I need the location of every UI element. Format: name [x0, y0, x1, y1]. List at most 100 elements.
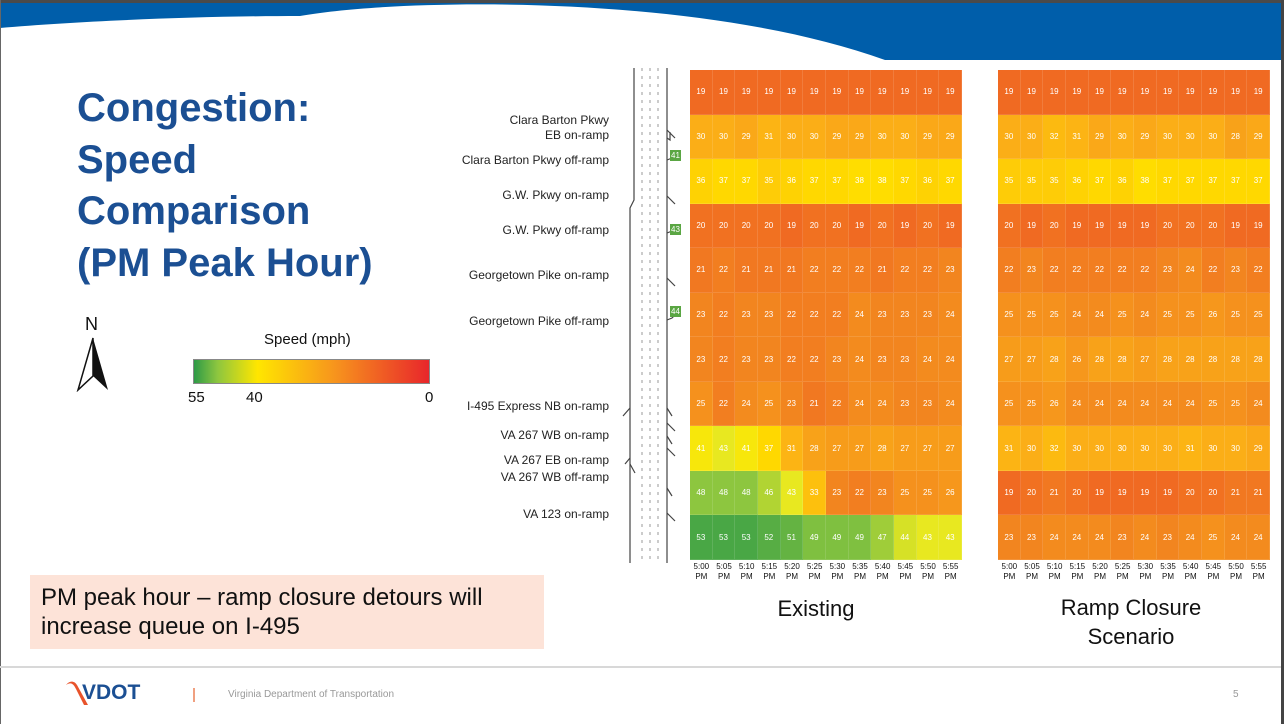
- heatmap-cell: 26: [1043, 381, 1066, 427]
- heatmap-cell: 37: [1156, 159, 1180, 204]
- tick-time: 5:30: [829, 562, 846, 571]
- heatmap-cell: 35: [757, 159, 781, 204]
- vdot-swoosh-icon: [66, 681, 88, 705]
- time-tick-label: 5:05 PM: [713, 562, 736, 582]
- tick-ampm: PM: [899, 572, 912, 581]
- ramp-label: Clara Barton Pkwy off-ramp: [461, 153, 609, 167]
- window-top-border: [0, 0, 1284, 3]
- ramp-closure-heatmap: 19 19 19 19 19 19 19 19 19 19 19 19 30 30 32 31 29 30 29 30…: [998, 70, 1270, 560]
- tick-time: 5:05: [1024, 562, 1040, 571]
- heatmap-cell: 37: [939, 159, 962, 204]
- heatmap-cell: 19: [825, 70, 849, 115]
- heatmap-cell: 21: [690, 248, 713, 293]
- ramp-label: VA 123 on-ramp: [523, 507, 609, 521]
- tick-time: 5:10: [738, 562, 755, 571]
- tick-time: 5:40: [874, 562, 891, 571]
- tick-ampm: PM: [717, 572, 730, 581]
- heatmap-cell: 21: [780, 248, 804, 293]
- heatmap-cell: 22: [780, 292, 804, 338]
- heatmap-cell: 25: [1156, 292, 1180, 338]
- heatmap-cell: 30: [712, 114, 736, 160]
- heatmap-cell: 19: [1065, 70, 1089, 115]
- heatmap-cell: 28: [1043, 337, 1066, 382]
- heatmap-cell: 22: [712, 292, 736, 338]
- heatmap-cell: 30: [893, 114, 917, 160]
- heatmap-cell: 27: [998, 337, 1021, 382]
- heatmap-cell: 24: [939, 381, 962, 427]
- heatmap-cell: 24: [1065, 292, 1089, 338]
- ramp-label: Georgetown Pike off-ramp: [469, 314, 609, 328]
- heatmap-cell: 23: [825, 337, 849, 382]
- heatmap-cell: 23: [825, 470, 849, 516]
- time-tick-label: 5:25 PM: [1111, 562, 1134, 582]
- heatmap-cell: 23: [735, 337, 758, 382]
- heatmap-cell: 24: [1133, 515, 1157, 560]
- heatmap-cell: 35: [1043, 159, 1066, 204]
- heatmap-cell: 26: [939, 470, 962, 516]
- heatmap-cell: 19: [998, 470, 1021, 516]
- heatmap-cell: 24: [1133, 381, 1157, 427]
- ramp-label: Georgetown Pike on-ramp: [468, 268, 609, 282]
- heatmap-cell: 22: [916, 248, 940, 293]
- heatmap-cell: 43: [916, 515, 940, 560]
- heatmap-cell: 51: [780, 515, 804, 560]
- heatmap-cell: 25: [998, 292, 1021, 338]
- time-tick-label: 5:30 PM: [1134, 562, 1157, 582]
- heatmap-cell: 30: [1179, 114, 1202, 160]
- heatmap-cell: 30: [1111, 426, 1134, 471]
- vdot-logo: VDOT: [82, 681, 141, 704]
- heatmap-cell: 20: [757, 203, 781, 249]
- heatmap-cell: 37: [1247, 159, 1270, 204]
- heatmap-cell: 19: [1088, 203, 1112, 249]
- heatmap-cell: 25: [1201, 515, 1225, 560]
- ramp-label: VA 267 WB off-ramp: [500, 470, 609, 484]
- heatmap-cell: 53: [712, 515, 736, 560]
- heatmap-cell: 36: [1111, 159, 1134, 204]
- tick-time: 5:00: [1001, 562, 1018, 571]
- existing-time-axis: 5:00 PM 5:05 PM 5:10 PM 5:15 PM 5:20 PM 5:25 PM 5:30…: [690, 562, 962, 582]
- footer-org: Virginia Department of Transportation: [228, 689, 395, 700]
- heatmap-cell: 25: [690, 381, 713, 427]
- heatmap-cell: 22: [1111, 248, 1134, 293]
- heatmap-cell: 19: [1020, 70, 1044, 115]
- heatmap-cell: 29: [1247, 426, 1270, 471]
- heatmap-cell: 24: [1179, 381, 1202, 427]
- heatmap-cell: 22: [1133, 248, 1157, 293]
- heatmap-cell: 31: [1065, 114, 1089, 160]
- heatmap-cell: 20: [1156, 203, 1180, 249]
- heatmap-cell: 23: [939, 248, 962, 293]
- footer-separator: [193, 688, 195, 702]
- heatmap-cell: 47: [871, 515, 894, 560]
- heatmap-cell: 19: [1247, 70, 1270, 115]
- heatmap-cell: 30: [1133, 426, 1157, 471]
- heatmap-cell: 21: [757, 248, 781, 293]
- heatmap-cell: 19: [735, 70, 758, 115]
- heatmap-cell: 49: [825, 515, 849, 560]
- heatmap-cell: 29: [735, 114, 758, 160]
- heatmap-cell: 28: [1179, 337, 1202, 382]
- heatmap-cell: 23: [893, 292, 917, 338]
- heatmap-cell: 19: [1111, 470, 1134, 516]
- heatmap-cell: 23: [735, 292, 758, 338]
- title-line: Speed: [77, 137, 198, 182]
- heatmap-cell: 24: [1088, 515, 1112, 560]
- tick-ampm: PM: [1093, 572, 1106, 581]
- time-tick-label: 5:20 PM: [781, 562, 804, 582]
- time-tick-label: 5:45 PM: [894, 562, 917, 582]
- heatmap-cell: 48: [735, 470, 758, 516]
- heatmap-cell: 19: [871, 70, 894, 115]
- heatmap-cell: 20: [1179, 203, 1202, 249]
- heatmap-cell: 21: [1247, 470, 1270, 516]
- heatmap-cell: 28: [1201, 337, 1225, 382]
- heatmap-cell: 37: [1224, 159, 1248, 204]
- heatmap-cell: 25: [1179, 292, 1202, 338]
- time-tick-label: 5:45 PM: [1202, 562, 1225, 582]
- heatmap-cell: 22: [803, 337, 826, 382]
- heatmap-cell: 20: [690, 203, 713, 249]
- heatmap-cell: 30: [780, 114, 804, 160]
- heatmap-cell: 27: [939, 426, 962, 471]
- heatmap-cell: 31: [780, 426, 804, 471]
- heatmap-cell: 19: [893, 203, 917, 249]
- heatmap-cell: 41: [735, 426, 758, 471]
- heatmap-cell: 23: [1020, 248, 1044, 293]
